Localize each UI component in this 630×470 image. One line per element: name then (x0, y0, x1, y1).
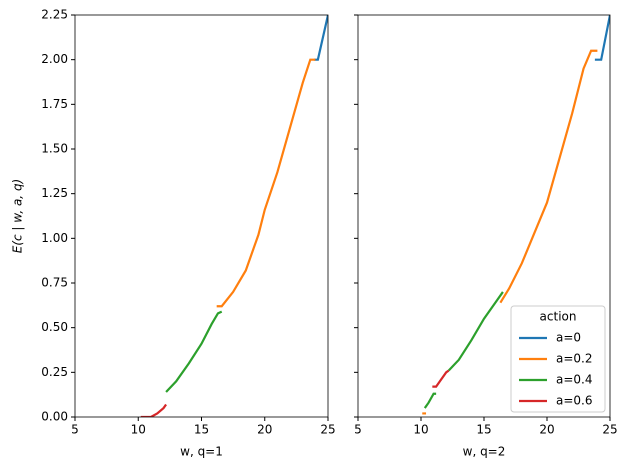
series-line (422, 49, 598, 415)
legend-label: a=0.2 (556, 352, 593, 366)
y-tick-label: 1.50 (41, 142, 68, 156)
series-line (423, 291, 504, 409)
x-tick-label: 20 (257, 423, 272, 437)
y-tick-label: 0.75 (41, 276, 68, 290)
y-tick-label: 0.50 (41, 320, 68, 334)
legend-label: a=0 (556, 331, 581, 345)
y-tick-label: 0.00 (41, 410, 68, 424)
series-line (216, 58, 316, 308)
x-tick-label: 5 (354, 423, 362, 437)
x-tick-label: 10 (413, 423, 428, 437)
x-tick-label: 15 (476, 423, 491, 437)
series-line (594, 15, 610, 61)
y-tick-label: 0.25 (41, 365, 68, 379)
y-tick-label: 2.25 (41, 8, 68, 22)
x-tick-label: 10 (131, 423, 146, 437)
x-tick-label: 5 (71, 423, 79, 437)
plot-frame (74, 14, 329, 418)
x-tick-label: 15 (194, 423, 209, 437)
series-line (140, 403, 167, 417)
x-tick-label: 25 (602, 423, 617, 437)
x-axis-label: w, q=2 (463, 445, 506, 459)
legend-title: action (540, 310, 577, 324)
plot-frame (357, 14, 611, 418)
x-tick-label: 25 (320, 423, 335, 437)
y-axis-label: E(c | w, a, q) (11, 179, 25, 254)
series-line (314, 15, 328, 61)
y-tick-label: 1.00 (41, 231, 68, 245)
legend-box (510, 305, 606, 413)
y-tick-label: 2.00 (41, 52, 68, 66)
x-tick-label: 20 (539, 423, 554, 437)
series-line (165, 310, 223, 393)
y-tick-label: 1.25 (41, 186, 68, 200)
series-line (432, 369, 450, 388)
legend-label: a=0.4 (556, 373, 593, 387)
legend-label: a=0.6 (556, 394, 593, 408)
x-axis-label: w, q=1 (180, 445, 223, 459)
y-tick-label: 1.75 (41, 97, 68, 111)
